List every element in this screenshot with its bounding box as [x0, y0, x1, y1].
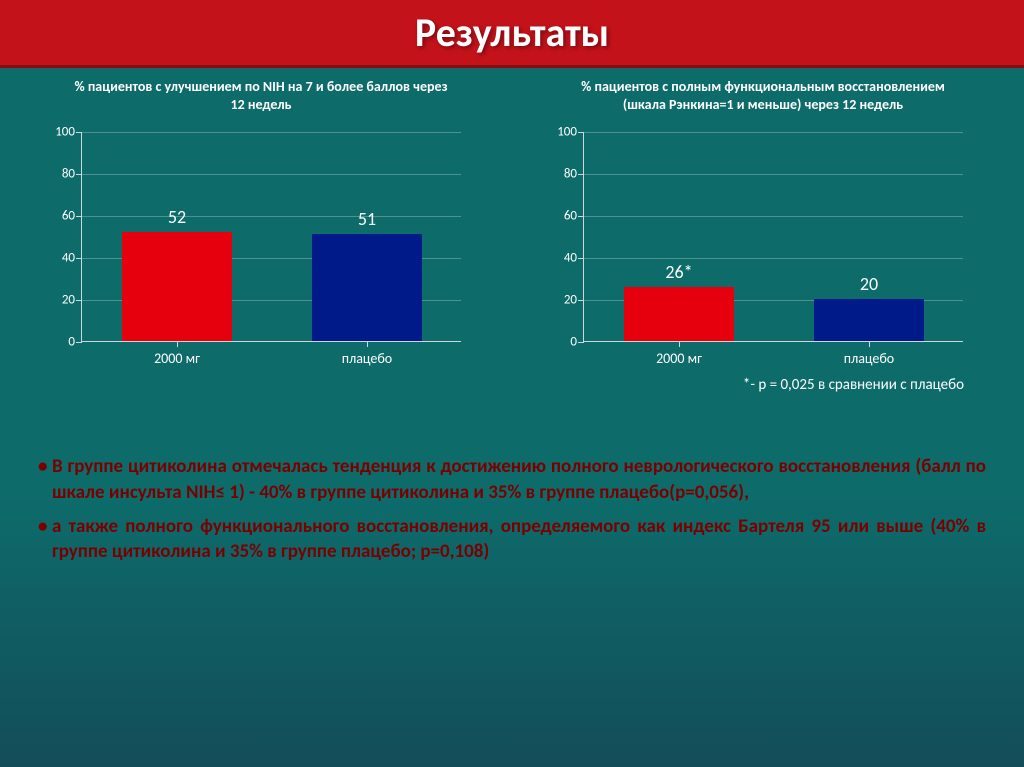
- y-tick-label: 80: [47, 167, 75, 182]
- bar: 51: [312, 234, 422, 341]
- y-tick-label: 40: [549, 251, 577, 266]
- bar-value-label: 51: [312, 208, 422, 230]
- y-tick-label: 40: [47, 251, 75, 266]
- chart-right-plot: 02040608010026*2000 мг20плацебо: [583, 132, 963, 342]
- category-label: плацебо: [814, 350, 924, 367]
- category-label: 2000 мг: [122, 350, 232, 367]
- y-tick-label: 60: [47, 209, 75, 224]
- chart-left-title: % пациентов с улучшением по NIH на 7 и б…: [71, 78, 451, 114]
- y-tick-label: 60: [549, 209, 577, 224]
- bar-value-label: 20: [814, 273, 924, 295]
- bullet-item: а также полного функционального восстано…: [38, 514, 986, 565]
- chart-left-area: 0 20 40 60 80 100 52 2000 мг 51 плацебо: [41, 122, 481, 372]
- y-tick-label: 0: [549, 335, 577, 350]
- bullet-item: В группе цитиколина отмечалась тенденция…: [38, 454, 986, 505]
- y-tick: [578, 174, 584, 175]
- chart-left: % пациентов с улучшением по NIH на 7 и б…: [20, 78, 502, 372]
- gridline: [584, 258, 963, 259]
- y-tick: [76, 174, 82, 175]
- bullet-list: В группе цитиколина отмечалась тенденция…: [0, 394, 1024, 565]
- gridline: [584, 174, 963, 175]
- y-tick-label: 100: [47, 125, 75, 140]
- y-tick: [76, 342, 82, 343]
- y-tick-label: 100: [549, 125, 577, 140]
- bar: 52: [122, 232, 232, 341]
- y-tick-label: 20: [549, 293, 577, 308]
- x-tick: [367, 341, 368, 347]
- bar: 20: [814, 299, 924, 341]
- bar: 26*: [624, 287, 734, 342]
- y-tick: [76, 258, 82, 259]
- y-tick: [76, 216, 82, 217]
- gridline: [82, 132, 461, 133]
- slide-title: Результаты: [415, 8, 609, 57]
- charts-row: % пациентов с улучшением по NIH на 7 и б…: [0, 68, 1024, 372]
- x-tick: [869, 341, 870, 347]
- category-label: плацебо: [312, 350, 422, 367]
- gridline: [584, 216, 963, 217]
- y-tick-label: 80: [549, 167, 577, 182]
- y-tick: [578, 132, 584, 133]
- chart-left-plot: 020406080100522000 мг51плацебо: [81, 132, 461, 342]
- y-tick: [578, 342, 584, 343]
- chart-right-title: % пациентов с полным функциональным восс…: [573, 78, 953, 114]
- x-tick: [679, 341, 680, 347]
- y-tick: [578, 300, 584, 301]
- y-tick: [76, 300, 82, 301]
- gridline: [584, 132, 963, 133]
- title-bar: Результаты: [0, 0, 1024, 68]
- y-tick: [578, 258, 584, 259]
- gridline: [82, 174, 461, 175]
- footnote: *- p = 0,025 в сравнении с плацебо: [0, 372, 1024, 394]
- chart-right-area: 0 20 40 60 80 100 26* 2000 мг 20 плацебо: [543, 122, 983, 372]
- chart-right: % пациентов с полным функциональным восс…: [522, 78, 1004, 372]
- y-tick-label: 20: [47, 293, 75, 308]
- category-label: 2000 мг: [624, 350, 734, 367]
- x-tick: [177, 341, 178, 347]
- y-tick-label: 0: [47, 335, 75, 350]
- bar-value-label: 26*: [624, 261, 734, 283]
- y-tick: [578, 216, 584, 217]
- y-tick: [76, 132, 82, 133]
- bar-value-label: 52: [122, 206, 232, 228]
